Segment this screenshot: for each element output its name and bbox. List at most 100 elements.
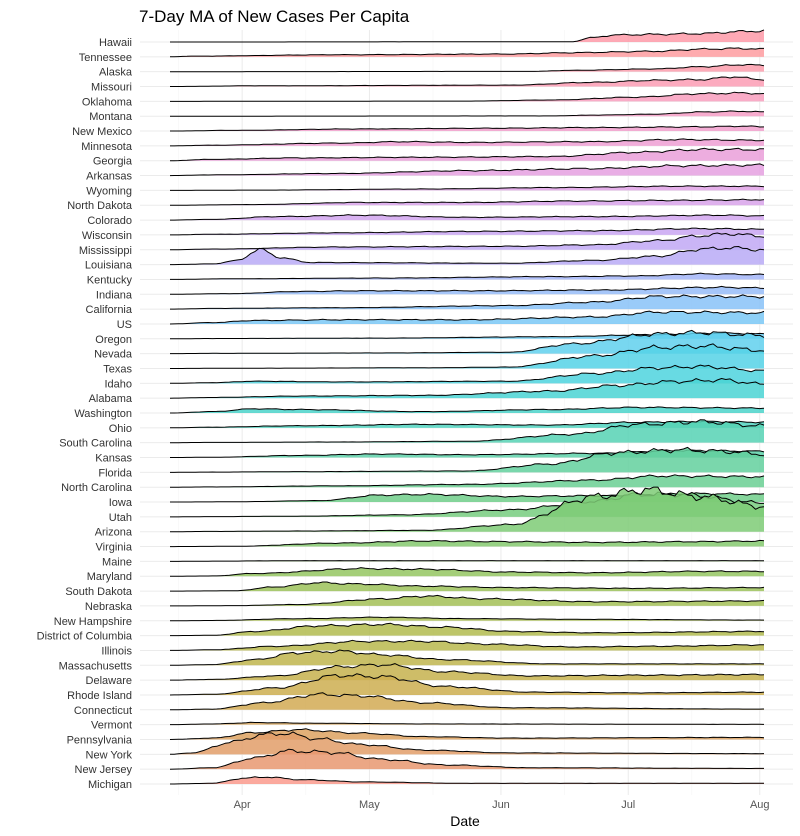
ridge-area-wyoming (170, 185, 764, 191)
ridge-area-connecticut (170, 692, 764, 710)
x-tick-label: Apr (234, 799, 251, 811)
ridge-area-rhode-island (170, 673, 764, 695)
ridge-line-rhode-island (169, 673, 765, 696)
y-label-hawaii: Hawaii (99, 37, 132, 49)
ridge-area-north-carolina (170, 474, 764, 488)
ridge-line-california (170, 294, 765, 310)
ridge-line-vermont (170, 721, 765, 726)
ridge-area-us (170, 311, 764, 324)
y-label-wyoming: Wyoming (86, 185, 132, 197)
y-label-new-mexico: New Mexico (72, 126, 132, 138)
ridge-area-nevada (170, 330, 764, 354)
ridge-area-virginia (170, 540, 764, 547)
ridge-line-nevada (170, 329, 765, 355)
ridge-line-mississippi (169, 232, 765, 251)
y-label-new-hampshire: New Hampshire (54, 616, 132, 628)
ridge-line-tennessee (170, 47, 764, 58)
y-label-kentucky: Kentucky (87, 274, 133, 286)
ridge-area-kentucky (170, 273, 764, 280)
ridge-line-colorado (170, 214, 765, 221)
y-label-indiana: Indiana (96, 289, 133, 301)
y-label-ohio: Ohio (109, 423, 132, 435)
ridge-line-nebraska (170, 594, 765, 607)
ridge-area-florida (170, 447, 764, 473)
y-axis-labels: Hawaii Tennessee Alaska Missouri Oklahoma Mon… (37, 37, 133, 791)
ridge-line-louisiana (170, 246, 765, 266)
ridge-line-arkansas (169, 163, 765, 177)
ridge-line-south-dakota (170, 581, 765, 592)
y-label-north-carolina: North Carolina (61, 482, 133, 494)
y-label-pennsylvania: Pennsylvania (67, 734, 133, 746)
ridge-area-idaho (170, 365, 764, 384)
ridge-line-south-carolina (170, 419, 765, 444)
ridge-line-pennsylvania (169, 728, 765, 740)
ridge-line-massachusetts (170, 649, 765, 666)
y-label-louisiana: Louisiana (85, 260, 133, 272)
ridge-area-missouri (170, 77, 764, 87)
ridge-line-new-jersey (169, 748, 764, 770)
y-label-montana: Montana (89, 111, 133, 123)
y-label-minnesota: Minnesota (81, 141, 133, 153)
ridge-line-montana (170, 110, 764, 117)
ridge-line-new-york (169, 731, 765, 755)
ridge-area-delaware (170, 663, 764, 681)
ridge-area-south-dakota (170, 582, 764, 592)
y-label-tennessee: Tennessee (79, 52, 132, 64)
ridge-area-indiana (170, 286, 764, 295)
ridge-line-maryland (170, 567, 764, 577)
ridge-line-illinois (170, 639, 765, 651)
ridge-line-missouri (170, 76, 765, 87)
y-label-washington: Washington (74, 408, 132, 420)
ridge-area-mississippi (170, 233, 764, 250)
x-tick-label: Jul (621, 799, 635, 811)
ridge-area-louisiana (170, 246, 764, 265)
ridge-line-idaho (170, 364, 764, 384)
y-label-north-dakota: North Dakota (67, 200, 133, 212)
ridge-area-new-york (170, 731, 764, 755)
y-label-alaska: Alaska (99, 67, 133, 79)
ridge-line-new-hampshire (170, 616, 765, 622)
ridge-line-wisconsin (170, 227, 765, 236)
ridge-line-arizona (170, 486, 765, 533)
x-tick-label: May (359, 799, 380, 811)
ridge-line-michigan (170, 776, 764, 785)
ridge-line-virginia (170, 539, 765, 548)
y-label-rhode-island: Rhode Island (67, 690, 132, 702)
y-label-idaho: Idaho (104, 378, 132, 390)
y-label-kansas: Kansas (95, 453, 132, 465)
ridge-line-georgia (170, 147, 764, 162)
y-label-district-of-columbia: District of Columbia (37, 631, 133, 643)
y-label-arizona: Arizona (95, 527, 133, 539)
ridge-line-kentucky (170, 272, 765, 280)
ridge-line-us (169, 310, 765, 325)
y-label-california: California (86, 304, 133, 316)
y-label-florida: Florida (98, 467, 133, 479)
y-label-massachusetts: Massachusetts (59, 660, 133, 672)
y-label-maryland: Maryland (87, 571, 132, 583)
ridge-area-california (170, 294, 764, 310)
ridge-area-oklahoma (170, 92, 764, 102)
ridge-line-texas (170, 343, 765, 369)
x-axis-labels: Apr May Jun Jul Aug (234, 799, 770, 811)
ridge-line-hawaii (170, 29, 765, 43)
y-label-michigan: Michigan (88, 779, 132, 791)
ridge-line-new-mexico (170, 125, 765, 132)
ridge-line-alabama (169, 378, 765, 399)
y-label-utah: Utah (109, 512, 132, 524)
ridge-area-south-carolina (170, 419, 764, 443)
y-label-oklahoma: Oklahoma (82, 96, 133, 108)
y-label-nevada: Nevada (94, 349, 133, 361)
ridge-area-illinois (170, 640, 764, 651)
ridge-line-delaware (170, 663, 765, 681)
ridge-area-hawaii (170, 29, 764, 42)
ridge-area-vermont (170, 722, 764, 725)
ridge-area-arkansas (170, 163, 764, 176)
ridge-area-district-of-columbia (170, 623, 764, 636)
y-label-delaware: Delaware (86, 675, 132, 687)
ridge-line-wyoming (170, 185, 765, 191)
ridge-area-alabama (170, 378, 764, 399)
y-label-illinois: Illinois (101, 645, 132, 657)
y-label-new-jersey: New Jersey (75, 764, 133, 776)
y-label-vermont: Vermont (91, 720, 132, 732)
ridge-line-oklahoma (170, 91, 765, 102)
